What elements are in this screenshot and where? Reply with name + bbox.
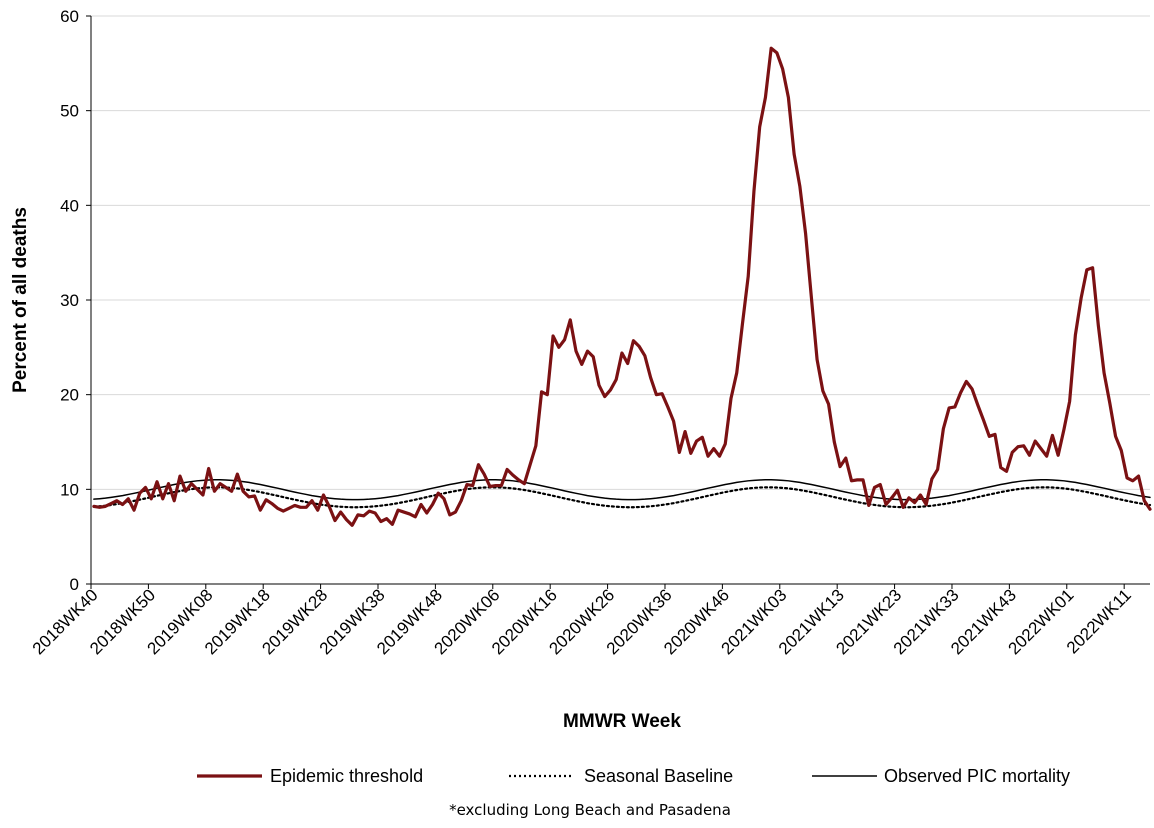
- footnote: *excluding Long Beach and Pasadena: [449, 801, 731, 819]
- y-axis-title: Percent of all deaths: [10, 207, 31, 393]
- legend-label-epidemic-threshold: Epidemic threshold: [270, 766, 423, 786]
- legend: Epidemic threshold Seasonal Baseline Obs…: [197, 766, 1070, 786]
- axes: [90, 16, 1150, 585]
- legend-label-observed-pic-mortality: Observed PIC mortality: [884, 766, 1070, 786]
- x-axis-tick-labels: 2018WK402018WK502019WK082019WK182019WK28…: [29, 584, 1135, 658]
- y-tick-label: 0: [70, 575, 79, 594]
- series-line-seasonal-baseline: [92, 486, 1152, 509]
- legend-label-seasonal-baseline: Seasonal Baseline: [584, 766, 733, 786]
- x-axis-title: MMWR Week: [563, 711, 681, 732]
- y-tick-label: 40: [60, 196, 79, 215]
- y-axis-tick-labels: 0 10 20 30 40 50 60: [60, 7, 91, 594]
- y-tick-label: 20: [60, 386, 79, 405]
- series-line-observed-pic-mortality: [93, 479, 1151, 501]
- gridlines: [91, 15, 1150, 490]
- series-lines: [92, 46, 1152, 527]
- y-tick-label: 60: [60, 7, 79, 26]
- y-tick-label: 50: [60, 102, 79, 121]
- series-line-epidemic-threshold: [92, 46, 1152, 527]
- y-tick-label: 10: [60, 480, 79, 499]
- y-tick-label: 30: [60, 291, 79, 310]
